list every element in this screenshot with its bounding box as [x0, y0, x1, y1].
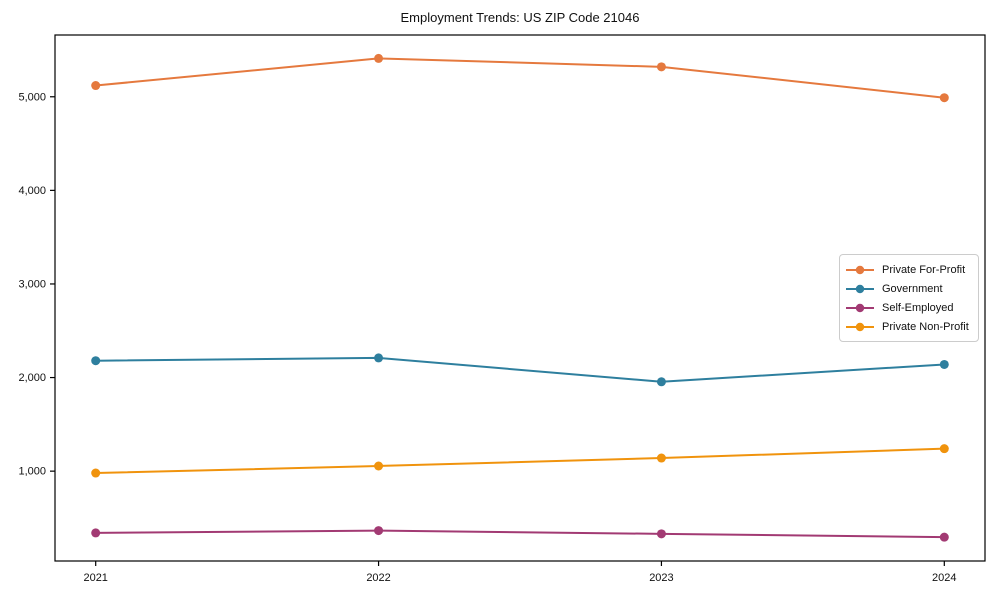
series-line-self-employed — [94, 529, 946, 539]
data-point-government-2022 — [374, 353, 384, 363]
data-point-government-2023 — [656, 377, 666, 387]
x-tick-label: 2021 — [83, 572, 107, 584]
y-tick-label: 4,000 — [18, 185, 46, 197]
y-tick-label: 2,000 — [18, 372, 46, 384]
data-point-self-employed-2022 — [374, 526, 384, 536]
x-tick-label: 2023 — [649, 572, 673, 584]
legend-swatch-private-non-profit — [846, 322, 874, 331]
legend-swatch-marker — [855, 322, 865, 331]
legend-label-private-non-profit: Private Non-Profit — [882, 320, 969, 333]
data-point-self-employed-2021 — [91, 528, 101, 538]
legend-swatch-marker — [855, 303, 865, 312]
legend-swatch-government — [846, 284, 874, 293]
series-line-private-non-profit — [94, 447, 946, 475]
plot-frame — [54, 34, 986, 562]
series-line-private-for-profit — [94, 57, 946, 99]
data-point-government-2024 — [939, 359, 949, 369]
y-tick-label: 5,000 — [18, 91, 46, 103]
data-point-private-non-profit-2022 — [374, 461, 384, 471]
legend-item-government: Government — [845, 279, 970, 298]
data-point-private-non-profit-2021 — [91, 468, 101, 478]
legend-swatch-marker — [855, 265, 865, 274]
data-point-private-for-profit-2021 — [91, 81, 101, 91]
data-point-self-employed-2024 — [939, 532, 949, 542]
chart-legend: Private For-Profit Government Self-Employe… — [839, 254, 979, 342]
y-tick-label: 1,000 — [18, 466, 46, 478]
legend-swatch-marker — [855, 284, 865, 293]
legend-label-government: Government — [882, 282, 943, 295]
legend-label-self-employed: Self-Employed — [882, 301, 954, 314]
data-point-private-for-profit-2024 — [939, 93, 949, 103]
y-tick-label: 3,000 — [18, 278, 46, 290]
data-point-private-for-profit-2023 — [656, 62, 666, 72]
legend-item-private-for-profit: Private For-Profit — [845, 260, 970, 279]
data-point-private-non-profit-2023 — [656, 453, 666, 463]
legend-swatch-self-employed — [846, 303, 874, 312]
legend-item-self-employed: Self-Employed — [845, 298, 970, 317]
legend-label-private-for-profit: Private For-Profit — [882, 263, 966, 276]
series-line-government — [94, 356, 946, 383]
data-point-private-non-profit-2024 — [939, 444, 949, 454]
data-point-government-2021 — [91, 356, 101, 366]
legend-swatch-private-for-profit — [846, 265, 874, 274]
x-tick-label: 2024 — [932, 572, 956, 584]
data-point-self-employed-2023 — [656, 529, 666, 539]
chart-title: Employment Trends: US ZIP Code 21046 — [400, 10, 640, 25]
x-tick-label: 2022 — [366, 572, 390, 584]
data-point-private-for-profit-2022 — [374, 53, 384, 63]
legend-item-private-non-profit: Private Non-Profit — [845, 317, 970, 336]
